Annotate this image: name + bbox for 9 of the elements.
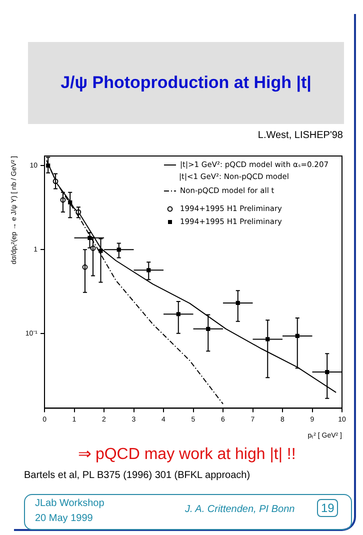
text: J. A. Crittenden, PI Bonn	[185, 504, 295, 515]
point	[98, 248, 103, 253]
text: JLab Workshop	[35, 498, 104, 509]
text: Bartels et al, PL B375 (1996) 301 (BFKL approach)	[24, 470, 250, 481]
text: ⇒ pQCD may work at high |t| !!	[78, 445, 296, 464]
text: L.West, LISHEP'98	[258, 130, 343, 141]
chart-title: J/ψ Photoproduction at High |t|	[60, 73, 312, 93]
text: 19	[317, 499, 338, 517]
text: 20 May 1999	[35, 513, 93, 524]
